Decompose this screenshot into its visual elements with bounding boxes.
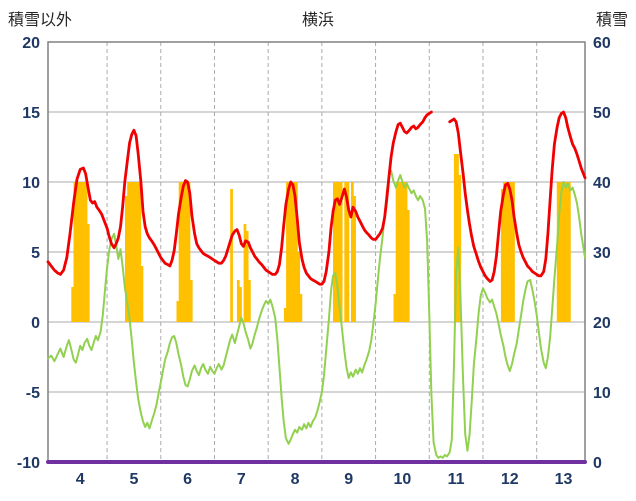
- right-tick-label: 10: [593, 385, 611, 402]
- left-tick-label: -10: [17, 455, 40, 472]
- red-line-series: [46, 110, 587, 286]
- left-tick-label: 20: [22, 35, 40, 52]
- right-tick-label: 60: [593, 35, 611, 52]
- vertical-gridlines: [106, 42, 538, 462]
- x-tick-label: 4: [76, 471, 85, 488]
- left-axis-title: 積雪以外: [8, 12, 73, 29]
- right-tick-label: 40: [593, 175, 611, 192]
- x-tick-label: 11: [448, 471, 465, 488]
- left-tick-label: 5: [31, 245, 40, 262]
- left-tick-label: -5: [26, 385, 40, 402]
- x-tick-label: 5: [129, 471, 138, 488]
- x-axis-ticks: 4 5 6 7 8 9 10 11 12 13: [76, 471, 573, 488]
- x-tick-label: 6: [183, 471, 192, 488]
- orange-bars-series: [71, 154, 571, 322]
- x-tick-label: 8: [291, 471, 300, 488]
- left-axis-ticks: 20 15 10 5 0 -5 -10: [17, 35, 40, 472]
- x-tick-label: 10: [394, 471, 412, 488]
- chart-title: 横浜: [301, 12, 334, 29]
- right-tick-label: 30: [593, 245, 611, 262]
- right-axis-ticks: 60 50 40 30 20 10 0: [593, 35, 611, 472]
- right-tick-label: 50: [593, 105, 611, 122]
- right-tick-label: 20: [593, 315, 611, 332]
- x-tick-label: 9: [344, 471, 353, 488]
- right-axis-title: 積雪: [595, 12, 628, 29]
- x-tick-label: 12: [501, 471, 519, 488]
- left-tick-label: 10: [22, 175, 40, 192]
- right-tick-label: 0: [593, 455, 602, 472]
- green-line-series: [47, 169, 586, 459]
- left-tick-label: 0: [31, 315, 40, 332]
- left-tick-label: 15: [22, 105, 40, 122]
- x-tick-label: 7: [237, 471, 246, 488]
- x-tick-label: 13: [555, 471, 573, 488]
